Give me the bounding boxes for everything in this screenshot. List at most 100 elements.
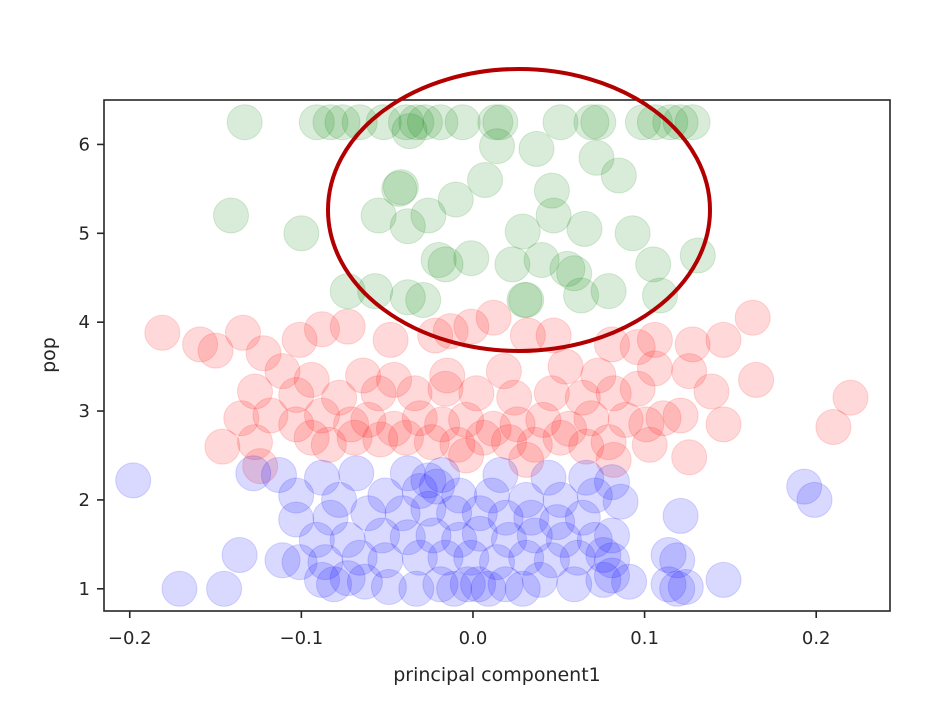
data-point <box>738 361 775 398</box>
data-point <box>360 375 397 412</box>
data-point <box>815 409 852 445</box>
data-point <box>786 468 823 505</box>
data-point <box>539 504 576 541</box>
data-point <box>242 448 279 485</box>
data-point <box>516 426 553 463</box>
data-point <box>388 104 424 141</box>
data-point <box>370 569 407 605</box>
data-point <box>499 406 536 443</box>
points-layer <box>115 104 869 607</box>
data-point <box>398 104 435 141</box>
data-point <box>389 208 426 245</box>
data-point <box>576 477 613 514</box>
data-point <box>650 537 687 573</box>
data-point <box>336 419 373 456</box>
data-point <box>628 406 665 443</box>
data-point <box>427 370 464 407</box>
data-point <box>144 314 181 351</box>
data-point <box>278 501 315 538</box>
data-point <box>559 539 596 576</box>
data-point <box>449 566 486 603</box>
data-point <box>376 361 412 398</box>
data-point <box>398 570 435 607</box>
data-point <box>509 317 546 354</box>
data-point <box>252 397 289 434</box>
data-point <box>346 563 383 600</box>
data-point <box>388 419 424 456</box>
data-point <box>482 104 519 141</box>
data-point <box>382 169 419 206</box>
data-point <box>384 495 421 532</box>
data-point <box>237 373 273 410</box>
data-point <box>278 377 315 413</box>
data-point <box>485 353 522 390</box>
data-point <box>321 481 358 518</box>
data-point <box>161 570 198 607</box>
data-point <box>415 517 452 554</box>
data-point <box>424 406 461 443</box>
data-point <box>304 397 340 434</box>
data-point <box>650 566 687 603</box>
data-point <box>556 255 593 292</box>
data-point <box>602 483 639 520</box>
data-point <box>508 481 545 518</box>
data-point <box>206 570 243 607</box>
data-point <box>350 401 387 438</box>
data-point <box>566 210 603 247</box>
data-point <box>278 406 315 443</box>
data-point <box>439 426 476 463</box>
x-tick-label: −0.1 <box>279 628 323 649</box>
data-point <box>304 561 340 598</box>
data-point <box>401 539 438 576</box>
data-point <box>213 197 249 234</box>
data-point <box>547 348 584 385</box>
data-point <box>504 570 541 607</box>
data-point <box>631 426 668 463</box>
data-point <box>197 332 234 369</box>
data-point <box>563 277 600 314</box>
data-point <box>662 397 699 434</box>
data-point <box>367 477 404 514</box>
data-point <box>619 329 656 366</box>
data-point <box>391 113 428 150</box>
data-point <box>475 410 512 447</box>
data-point <box>401 473 438 509</box>
data-point <box>281 321 318 358</box>
x-tick-label: 0.1 <box>630 628 659 649</box>
data-point <box>568 428 605 465</box>
data-point <box>705 321 742 358</box>
data-point <box>470 570 507 607</box>
data-point <box>364 517 400 554</box>
data-point <box>482 457 519 493</box>
data-point <box>693 373 730 410</box>
data-point <box>410 490 447 527</box>
data-point <box>293 361 330 398</box>
data-point <box>564 379 601 416</box>
data-point <box>506 282 543 318</box>
y-tick-label: 1 <box>79 579 90 600</box>
data-point <box>401 400 438 437</box>
data-point <box>662 497 699 534</box>
data-point <box>448 401 485 438</box>
data-point <box>245 335 282 372</box>
data-point <box>264 353 301 390</box>
data-point <box>321 379 358 416</box>
data-point <box>590 424 627 461</box>
data-point <box>460 566 497 603</box>
data-point <box>324 104 361 141</box>
data-point <box>422 104 459 141</box>
data-point <box>504 213 541 250</box>
data-point <box>636 104 673 141</box>
data-point <box>580 357 617 394</box>
data-point <box>264 542 301 579</box>
data-point <box>406 104 443 141</box>
data-point <box>508 539 545 576</box>
data-point <box>453 308 490 345</box>
data-point <box>389 279 426 316</box>
data-point <box>422 566 459 603</box>
data-point <box>580 104 617 141</box>
data-point <box>635 246 672 283</box>
data-point <box>595 375 632 412</box>
y-tick-label: 6 <box>79 134 90 155</box>
data-point <box>568 459 605 496</box>
